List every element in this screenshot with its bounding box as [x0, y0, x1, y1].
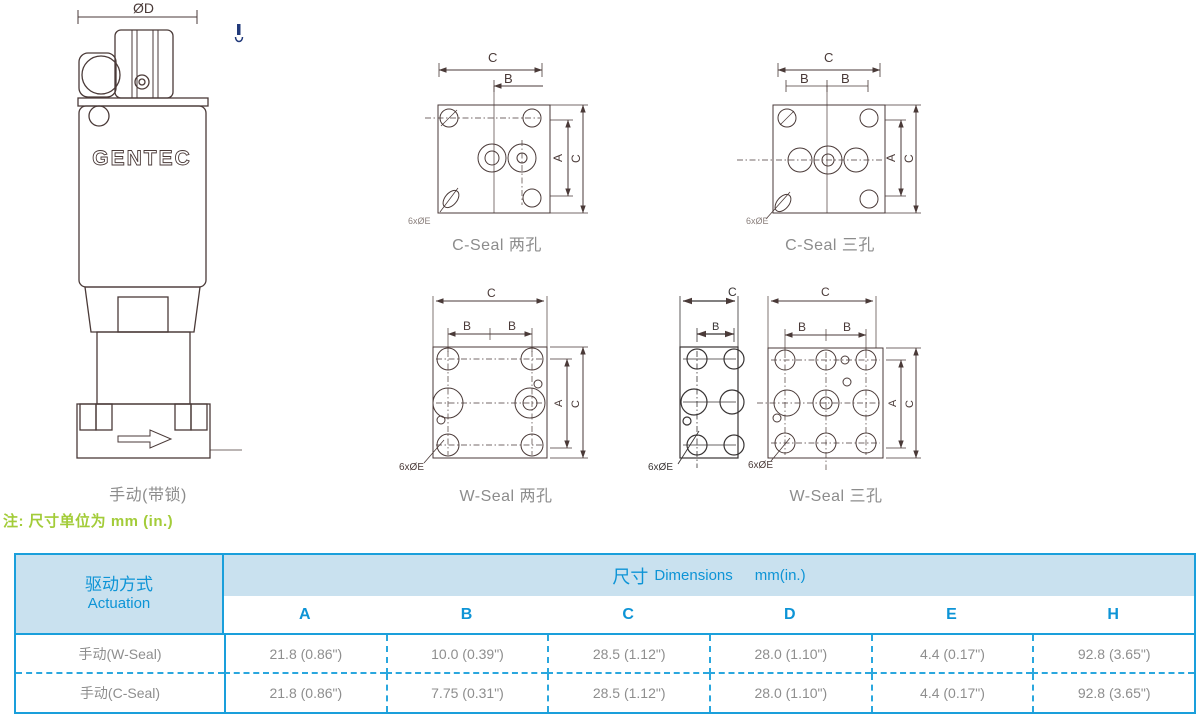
white-panel	[372, 285, 985, 478]
blue-marker-icon	[234, 24, 244, 43]
dim-label: C	[821, 285, 830, 299]
drawings-canvas: ØD GENTEC	[76, 0, 985, 478]
dim-label: B	[843, 320, 851, 334]
dim-label: A	[884, 154, 898, 162]
row-label: 手动(W-Seal)	[16, 635, 224, 674]
dim-label: B	[508, 319, 516, 333]
dim-label: B	[712, 321, 719, 333]
actuation-label-zh: 驱动方式	[85, 575, 153, 594]
dimensions-title-en: Dimensions	[654, 567, 733, 584]
dimensions-title-unit: mm(in.)	[754, 567, 806, 584]
table-cell: 4.4 (0.17")	[870, 635, 1033, 674]
table-cell: 92.8 (3.65")	[1032, 635, 1194, 674]
dim-label: C	[904, 400, 916, 408]
caption-wseal3: W-Seal 三孔	[789, 488, 883, 505]
column-header-a: A	[224, 596, 386, 635]
dim-label: C	[569, 154, 583, 163]
dimensions-title-zh: 尺寸	[612, 566, 649, 587]
table-cell: 21.8 (0.86")	[224, 674, 386, 712]
cseal-three-hole-drawing: C B B A C 6xØE	[737, 50, 921, 226]
brand-logo: GENTEC	[92, 147, 192, 170]
table-cell: 4.4 (0.17")	[870, 674, 1033, 712]
actuation-header-cell: 驱动方式 Actuation	[16, 555, 224, 635]
dim-label: A	[887, 399, 899, 407]
column-header-h: H	[1032, 596, 1194, 635]
dim-label: 6xØE	[399, 462, 424, 473]
dim-label: B	[463, 319, 471, 333]
dim-label: C	[570, 400, 582, 408]
dim-label: A	[551, 154, 565, 162]
table-cell: 7.75 (0.31")	[385, 674, 548, 712]
dim-label: B	[798, 320, 806, 334]
dim-label: 6xØE	[748, 460, 773, 471]
caption-cseal3: C-Seal 三孔	[785, 237, 875, 254]
column-header-c: C	[547, 596, 709, 635]
dimensions-title-cell: 尺寸 Dimensions mm(in.)	[224, 555, 1194, 596]
dim-label: C	[487, 286, 496, 300]
dim-label: A	[553, 399, 565, 407]
dim-label: 6xØE	[408, 216, 431, 226]
table-cell: 92.8 (3.65")	[1032, 674, 1194, 712]
table-cell: 28.0 (1.10")	[709, 674, 871, 712]
dim-label: C	[488, 50, 497, 65]
caption-cseal2: C-Seal 两孔	[452, 237, 542, 254]
wseal-three-hole-drawing: C B B A C 6xØE	[748, 285, 921, 471]
table-cell: 28.0 (1.10")	[709, 635, 871, 674]
caption-wseal2: W-Seal 两孔	[459, 488, 553, 505]
cseal-two-hole-drawing: C B A C 6xØE	[408, 50, 588, 226]
column-header-b: B	[385, 596, 548, 635]
table-cell: 28.5 (1.12")	[547, 635, 709, 674]
dimensions-table: 驱动方式 Actuation 尺寸 Dimensions mm(in.) A B…	[14, 553, 1196, 714]
dim-label: 6xØE	[746, 216, 769, 226]
wseal-two-hole-drawing: C B B A C 6xØE	[399, 286, 588, 473]
column-header-e: E	[870, 596, 1033, 635]
dim-label: C	[824, 50, 833, 65]
row-label: 手动(C-Seal)	[16, 674, 224, 712]
table-cell: 28.5 (1.12")	[547, 674, 709, 712]
wseal-side-drawing: C B 6xØE	[648, 285, 745, 473]
dim-label: C	[902, 154, 916, 163]
dim-label-od: ØD	[133, 0, 154, 16]
valve-drawing: ØD GENTEC	[76, 0, 242, 459]
actuation-label-en: Actuation	[87, 595, 151, 613]
dim-label: B	[800, 71, 809, 86]
table-cell: 21.8 (0.86")	[224, 635, 386, 674]
dim-label: B	[504, 71, 513, 86]
dim-label: 6xØE	[648, 462, 673, 473]
column-header-d: D	[709, 596, 871, 635]
caption-valve: 手动(带锁)	[109, 487, 187, 504]
table-cell: 10.0 (0.39")	[385, 635, 548, 674]
dim-label: C	[728, 285, 737, 299]
units-note: 注: 尺寸单位为 mm (in.)	[3, 513, 174, 530]
dim-label: B	[841, 71, 850, 86]
